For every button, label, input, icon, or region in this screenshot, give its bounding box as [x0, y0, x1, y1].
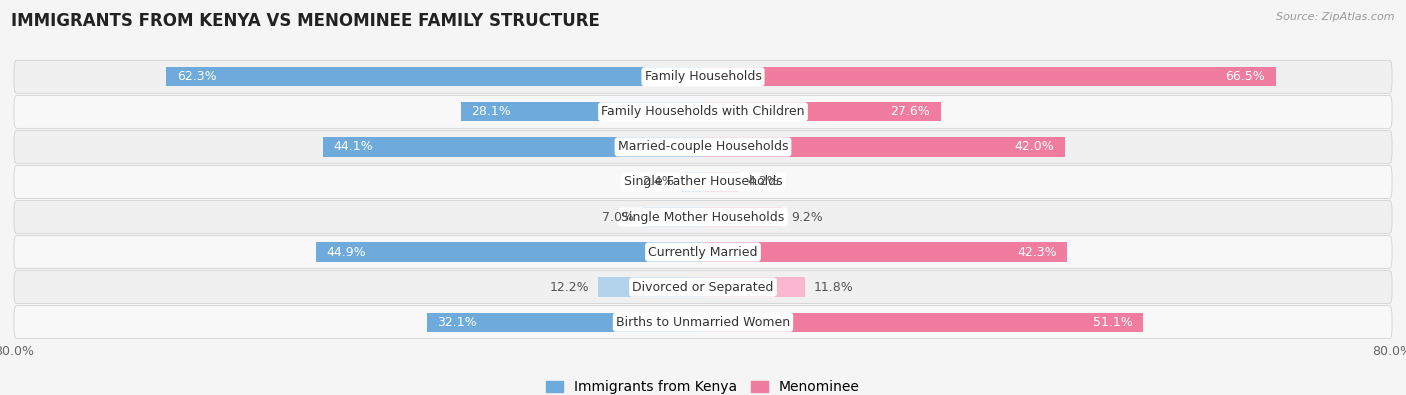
- Text: Single Father Households: Single Father Households: [624, 175, 782, 188]
- Bar: [316, 243, 703, 262]
- Text: 51.1%: 51.1%: [1092, 316, 1133, 329]
- Bar: [703, 243, 1067, 262]
- Text: 28.1%: 28.1%: [471, 105, 512, 118]
- Text: 42.3%: 42.3%: [1018, 246, 1057, 259]
- Bar: [643, 207, 703, 227]
- Text: 62.3%: 62.3%: [177, 70, 217, 83]
- Text: 2.4%: 2.4%: [643, 175, 673, 188]
- Text: 32.1%: 32.1%: [437, 316, 477, 329]
- Text: 42.0%: 42.0%: [1015, 140, 1054, 153]
- Text: 9.2%: 9.2%: [790, 211, 823, 224]
- Bar: [323, 137, 703, 156]
- FancyBboxPatch shape: [14, 166, 1392, 198]
- FancyBboxPatch shape: [14, 201, 1392, 233]
- FancyBboxPatch shape: [14, 130, 1392, 164]
- FancyBboxPatch shape: [14, 60, 1392, 93]
- Text: Married-couple Households: Married-couple Households: [617, 140, 789, 153]
- Legend: Immigrants from Kenya, Menominee: Immigrants from Kenya, Menominee: [547, 380, 859, 395]
- FancyBboxPatch shape: [14, 306, 1392, 339]
- Text: 4.2%: 4.2%: [748, 175, 779, 188]
- Text: 12.2%: 12.2%: [550, 280, 589, 293]
- Bar: [703, 172, 740, 192]
- Text: Currently Married: Currently Married: [648, 246, 758, 259]
- Text: Divorced or Separated: Divorced or Separated: [633, 280, 773, 293]
- Text: 11.8%: 11.8%: [813, 280, 853, 293]
- Text: 27.6%: 27.6%: [890, 105, 931, 118]
- Text: Source: ZipAtlas.com: Source: ZipAtlas.com: [1277, 12, 1395, 22]
- FancyBboxPatch shape: [14, 235, 1392, 269]
- Bar: [426, 312, 703, 332]
- Text: Single Mother Households: Single Mother Households: [621, 211, 785, 224]
- Bar: [703, 67, 1275, 87]
- Text: 44.9%: 44.9%: [326, 246, 367, 259]
- Text: Births to Unmarried Women: Births to Unmarried Women: [616, 316, 790, 329]
- Text: IMMIGRANTS FROM KENYA VS MENOMINEE FAMILY STRUCTURE: IMMIGRANTS FROM KENYA VS MENOMINEE FAMIL…: [11, 12, 600, 30]
- Bar: [461, 102, 703, 122]
- Bar: [703, 207, 782, 227]
- Text: 44.1%: 44.1%: [333, 140, 373, 153]
- Bar: [703, 277, 804, 297]
- FancyBboxPatch shape: [14, 271, 1392, 304]
- Text: 7.0%: 7.0%: [602, 211, 634, 224]
- FancyBboxPatch shape: [14, 95, 1392, 128]
- Text: 66.5%: 66.5%: [1226, 70, 1265, 83]
- Bar: [598, 277, 703, 297]
- Bar: [682, 172, 703, 192]
- Text: Family Households: Family Households: [644, 70, 762, 83]
- Bar: [703, 312, 1143, 332]
- Bar: [166, 67, 703, 87]
- Bar: [703, 102, 941, 122]
- Text: Family Households with Children: Family Households with Children: [602, 105, 804, 118]
- Bar: [703, 137, 1064, 156]
